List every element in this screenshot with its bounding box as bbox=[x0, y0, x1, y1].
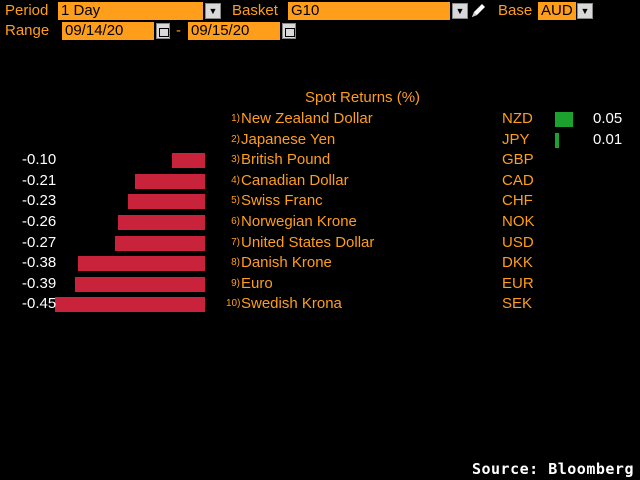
list-item[interactable]: 6) Norwegian Krone NOK -0.26 bbox=[0, 212, 640, 232]
period-label: Period bbox=[5, 2, 49, 19]
base-select[interactable]: AUD bbox=[538, 2, 576, 20]
currency-code: DKK bbox=[502, 254, 533, 272]
rank-label: 9) bbox=[231, 277, 240, 289]
rank-label: 10) bbox=[226, 298, 241, 310]
negative-bar bbox=[171, 153, 205, 169]
currency-code: NZD bbox=[502, 110, 533, 127]
value-label: -0.10 bbox=[22, 151, 57, 169]
currency-name: United States Dollar bbox=[241, 233, 375, 251]
rank-label: 8) bbox=[231, 257, 240, 269]
value-label: -0.39 bbox=[22, 274, 57, 292]
period-dropdown-icon[interactable]: ▼ bbox=[205, 3, 221, 19]
value-label: -0.27 bbox=[22, 233, 57, 251]
negative-bar bbox=[78, 256, 205, 272]
currency-name: Euro bbox=[241, 274, 273, 292]
positive-bar bbox=[555, 112, 573, 127]
pencil-icon[interactable] bbox=[470, 3, 488, 19]
value-label: -0.26 bbox=[22, 213, 57, 230]
currency-code: SEK bbox=[502, 295, 533, 313]
negative-bar bbox=[55, 297, 205, 313]
list-item[interactable]: 4) Canadian Dollar CAD -0.21 bbox=[0, 171, 640, 191]
range-label: Range bbox=[5, 22, 50, 39]
currency-code: EUR bbox=[502, 274, 534, 292]
value-label: 0.01 bbox=[593, 130, 623, 148]
currency-name: Swedish Krona bbox=[241, 295, 342, 313]
range-end-input[interactable]: 09/15/20 bbox=[188, 22, 280, 40]
chart-title: Spot Returns (%) bbox=[305, 89, 421, 106]
negative-bar bbox=[118, 215, 205, 230]
value-label: -0.38 bbox=[22, 254, 57, 272]
value-label: -0.21 bbox=[22, 171, 57, 189]
rank-label: 4) bbox=[231, 174, 240, 186]
range-start-calendar-icon[interactable] bbox=[156, 23, 170, 39]
rank-label: 7) bbox=[231, 236, 240, 248]
range-end-calendar-icon[interactable] bbox=[282, 23, 296, 39]
base-label: Base bbox=[498, 2, 533, 19]
value-label: 0.05 bbox=[593, 110, 623, 127]
currency-name: Norwegian Krone bbox=[241, 213, 357, 230]
negative-bar bbox=[135, 173, 205, 189]
list-item[interactable]: 10) Swedish Krona SEK -0.45 bbox=[0, 294, 640, 314]
rank-label: 1) bbox=[231, 113, 240, 124]
source-label: Source: Bloomberg bbox=[471, 460, 634, 478]
currency-name: Canadian Dollar bbox=[241, 171, 349, 189]
currency-code: NOK bbox=[502, 213, 535, 230]
base-dropdown-icon[interactable]: ▼ bbox=[577, 3, 593, 19]
currency-code: JPY bbox=[502, 130, 530, 148]
positive-bar bbox=[555, 132, 559, 148]
currency-name: Danish Krone bbox=[241, 254, 332, 272]
rank-label: 6) bbox=[231, 216, 240, 227]
list-item[interactable]: 1) New Zealand Dollar NZD 0.05 bbox=[0, 109, 640, 129]
list-item[interactable]: 5) Swiss Franc CHF -0.23 bbox=[0, 191, 640, 211]
currency-name: Swiss Franc bbox=[241, 192, 323, 210]
range-start-input[interactable]: 09/14/20 bbox=[62, 22, 154, 40]
currency-name: Japanese Yen bbox=[241, 130, 336, 148]
list-item[interactable]: 7) United States Dollar USD -0.27 bbox=[0, 233, 640, 253]
currency-code: GBP bbox=[502, 151, 534, 169]
basket-dropdown-icon[interactable]: ▼ bbox=[452, 3, 468, 19]
list-item[interactable]: 2) Japanese Yen JPY 0.01 bbox=[0, 130, 640, 150]
basket-select[interactable]: G10 bbox=[288, 2, 450, 20]
rank-label: 3) bbox=[231, 154, 240, 166]
negative-bar bbox=[115, 235, 205, 251]
currency-name: New Zealand Dollar bbox=[241, 110, 373, 127]
list-item[interactable]: 8) Danish Krone DKK -0.38 bbox=[0, 253, 640, 273]
value-label: -0.45 bbox=[22, 295, 57, 313]
currency-code: CHF bbox=[502, 192, 533, 210]
currency-code: CAD bbox=[502, 171, 534, 189]
rank-label: 5) bbox=[231, 195, 240, 207]
range-separator: - bbox=[176, 22, 181, 39]
value-label: -0.23 bbox=[22, 192, 57, 210]
negative-bar bbox=[75, 276, 205, 292]
rank-label: 2) bbox=[231, 133, 240, 145]
list-item[interactable]: 3) British Pound GBP -0.10 bbox=[0, 150, 640, 170]
currency-code: USD bbox=[502, 233, 534, 251]
period-select[interactable]: 1 Day bbox=[58, 2, 203, 20]
basket-label: Basket bbox=[232, 2, 278, 19]
currency-name: British Pound bbox=[241, 151, 331, 169]
list-item[interactable]: 9) Euro EUR -0.39 bbox=[0, 274, 640, 294]
negative-bar bbox=[128, 194, 205, 210]
